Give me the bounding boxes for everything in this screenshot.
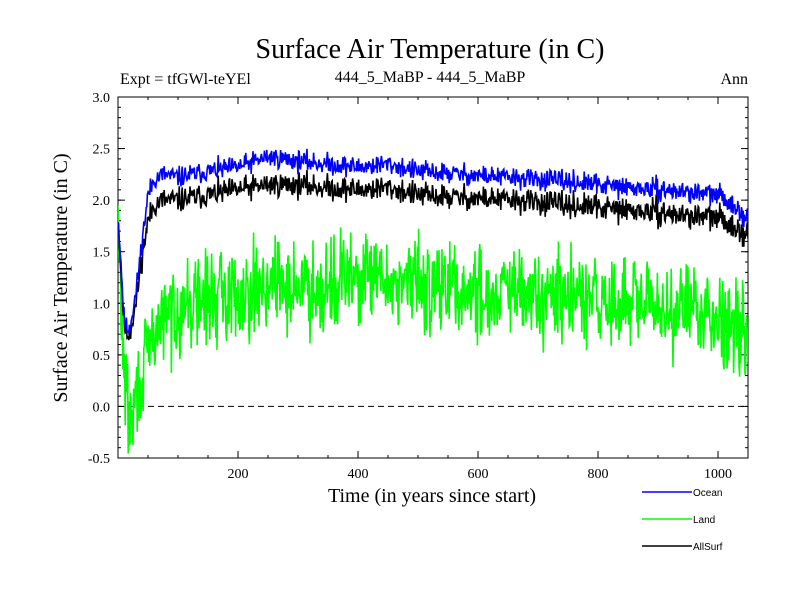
series-line-allsurf — [118, 169, 748, 341]
chart-subtitle-right: Ann — [720, 71, 748, 88]
y-tick-label: 3.0 — [93, 91, 111, 106]
chart-title: Surface Air Temperature (in C) — [256, 34, 605, 65]
x-axis-label: Time (in years since start) — [328, 485, 536, 507]
y-tick-label: 2.0 — [93, 194, 111, 209]
plot-area: -0.5 0.0 0.5 1.0 1.5 2.0 2.5 3.0 200 400 600 800 100… — [88, 91, 749, 482]
legend-label-allsurf: AllSurf — [693, 542, 723, 553]
legend-label-ocean: Ocean — [693, 488, 722, 499]
y-tick-label: -0.5 — [88, 452, 110, 467]
chart-subtitle-center: 444_5_MaBP - 444_5_MaBP — [335, 69, 526, 86]
x-tick-label: 600 — [468, 467, 489, 482]
x-tick-label: 800 — [588, 467, 609, 482]
y-axis-label: Surface Air Temperature (in C) — [50, 153, 72, 402]
x-tick-label: 400 — [348, 467, 369, 482]
y-tick-label: 1.5 — [93, 246, 111, 261]
y-tick-label: 2.5 — [93, 143, 111, 158]
x-tick-label: 1000 — [704, 467, 732, 482]
legend: Ocean Land AllSurf — [642, 488, 723, 553]
x-tick-label: 200 — [228, 467, 249, 482]
series-line-ocean — [118, 148, 748, 335]
y-tick-label: 0.0 — [93, 400, 111, 415]
y-tick-label: 1.0 — [93, 297, 111, 312]
chart-subtitle-left: Expt = tfGWl-teYEl — [120, 71, 251, 88]
plot-frame — [117, 96, 749, 459]
series-line-land — [118, 205, 748, 454]
legend-label-land: Land — [693, 515, 715, 526]
y-tick-label: 0.5 — [93, 349, 111, 364]
